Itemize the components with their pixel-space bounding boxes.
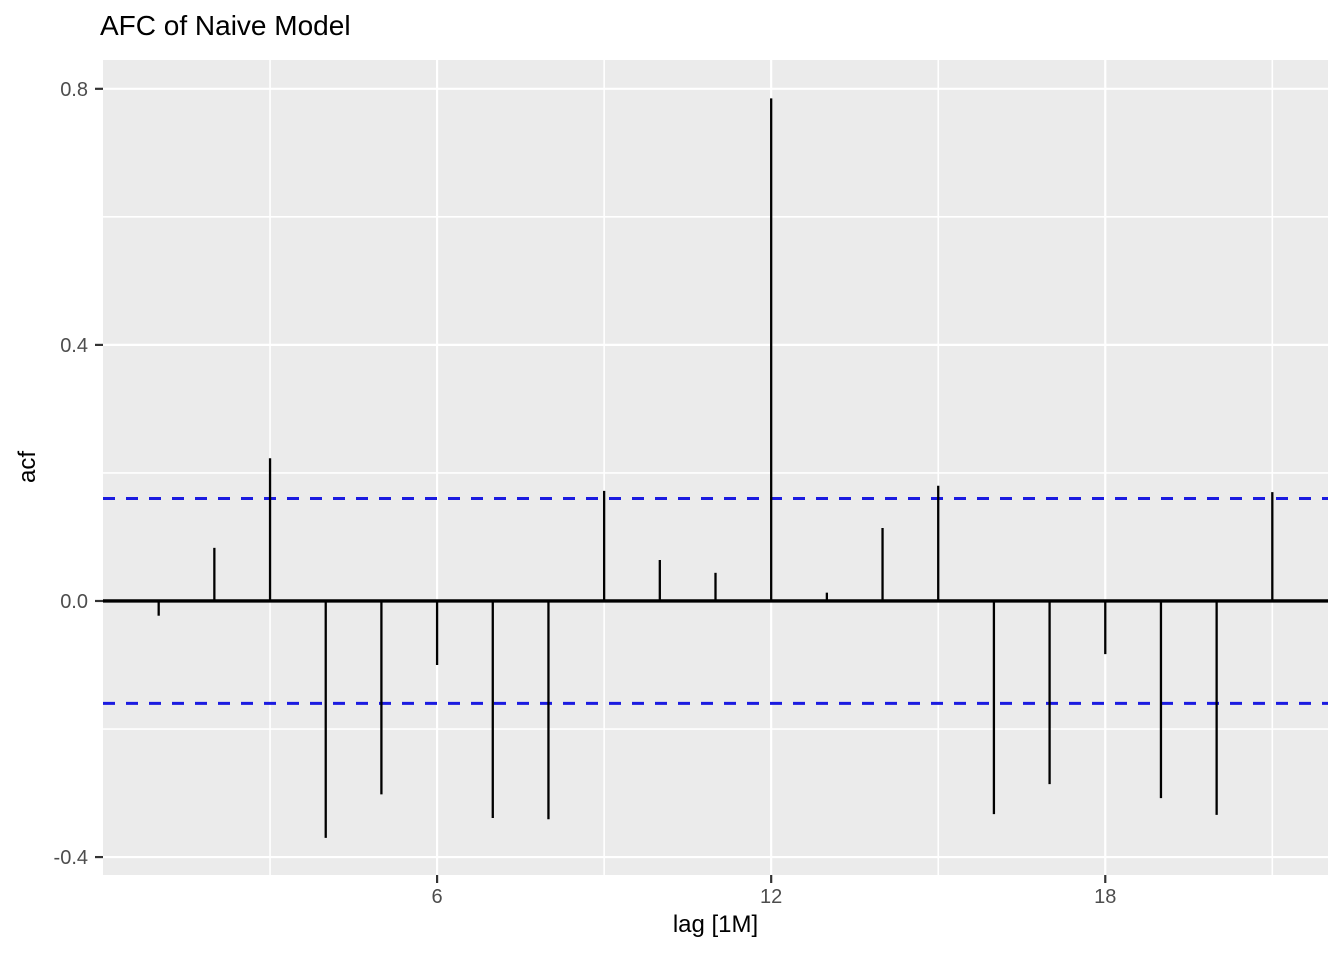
x-tick-label: 12 (760, 886, 782, 908)
plot-title: AFC of Naive Model (100, 10, 351, 41)
y-tick-label: 0.4 (60, 335, 88, 357)
y-tick-label: 0.8 (60, 79, 88, 101)
x-axis-title: lag [1M] (672, 911, 759, 938)
x-tick-label: 18 (1094, 886, 1116, 908)
y-tick-label: -0.4 (54, 847, 88, 869)
panel-background (103, 60, 1328, 875)
y-tick-label: 0.0 (60, 591, 88, 613)
x-tick-label: 6 (432, 886, 443, 908)
